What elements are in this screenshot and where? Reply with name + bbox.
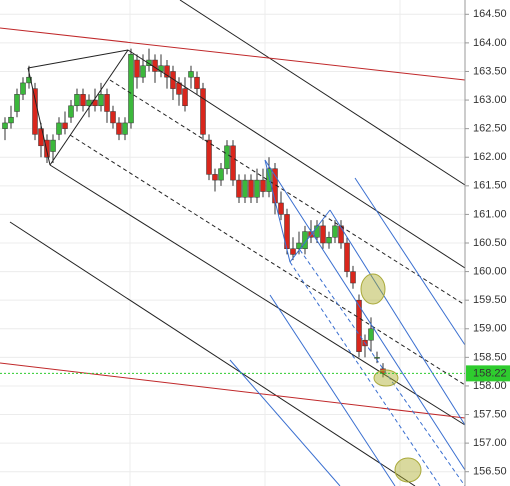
candle-body <box>164 65 170 78</box>
candle-body <box>14 94 20 112</box>
candle-body <box>146 59 152 67</box>
y-tick-label: 160.50 <box>473 237 507 249</box>
candle-body <box>62 122 68 129</box>
candle-body <box>134 59 140 78</box>
y-axis-labels: 156.50 157.00 157.50 158.00 158.50 159.00 159.… <box>465 8 507 478</box>
candle-body <box>110 111 116 124</box>
last-price-label: 158.22 <box>473 367 507 379</box>
trendlines <box>0 0 466 486</box>
candle-body <box>116 122 122 135</box>
candle-body <box>296 242 302 249</box>
y-tick-label: 164.00 <box>473 37 507 49</box>
candle-body <box>368 328 374 341</box>
candle-body <box>212 174 218 181</box>
candle-body <box>332 225 338 238</box>
y-tick-label: 159.50 <box>473 294 507 306</box>
y-tick-label: 156.50 <box>473 466 507 478</box>
candle-body <box>266 168 272 192</box>
candle-body <box>320 225 326 244</box>
y-tick-label: 161.00 <box>473 208 507 220</box>
y-tick-label: 162.00 <box>473 151 507 163</box>
candle-body <box>230 145 236 181</box>
y-tick-label: 160.00 <box>473 265 507 277</box>
candle-body <box>80 94 86 107</box>
candle-body <box>122 122 128 135</box>
candle-body <box>86 99 92 107</box>
y-tick-label: 163.00 <box>473 94 507 106</box>
candle-body <box>236 179 242 198</box>
last-price-box <box>466 365 510 382</box>
y-tick-label: 162.50 <box>473 123 507 135</box>
candle-body <box>326 237 332 244</box>
candle-body <box>98 94 104 107</box>
candle-body <box>2 122 8 129</box>
candle-body <box>356 299 362 352</box>
candle-body <box>182 88 188 107</box>
candle-body <box>218 168 224 181</box>
candle-body <box>20 82 26 95</box>
candle-body <box>314 225 320 238</box>
highlights <box>360 273 422 483</box>
candle-body <box>26 76 32 84</box>
candle-body <box>50 139 56 152</box>
candle-body <box>242 179 248 198</box>
candle-body <box>170 71 176 89</box>
candle-body <box>104 94 110 112</box>
y-tick-label: 164.50 <box>473 8 507 20</box>
candle-body <box>206 139 212 175</box>
candle-body <box>350 271 356 284</box>
candle-body <box>44 139 50 158</box>
candle-body <box>260 179 266 192</box>
candle-body <box>374 357 380 359</box>
candle-body <box>128 54 134 124</box>
candle-body <box>278 202 284 215</box>
candle-body <box>302 231 308 249</box>
y-tick-label: 161.50 <box>473 180 507 192</box>
candle-body <box>224 145 230 169</box>
candle-body <box>344 242 350 272</box>
y-tick-label: 158.00 <box>473 380 507 392</box>
candle-body <box>68 105 74 118</box>
candle-body <box>74 94 80 107</box>
candle-body <box>188 71 194 78</box>
y-tick-label: 159.00 <box>473 323 507 335</box>
y-tick-label: 158.50 <box>473 351 507 363</box>
candle-body <box>194 76 200 89</box>
grid <box>0 13 465 473</box>
candle-body <box>8 116 14 124</box>
y-tick-label: 157.50 <box>473 408 507 420</box>
y-tick-label: 163.50 <box>473 65 507 77</box>
y-tick-label: 157.00 <box>473 437 507 449</box>
candle-body <box>140 65 146 78</box>
candle-body <box>32 88 38 135</box>
candle-body <box>254 179 260 198</box>
candle-body <box>56 122 62 135</box>
candle-body <box>200 88 206 135</box>
candle-body <box>248 179 254 198</box>
candle-body <box>290 248 296 255</box>
